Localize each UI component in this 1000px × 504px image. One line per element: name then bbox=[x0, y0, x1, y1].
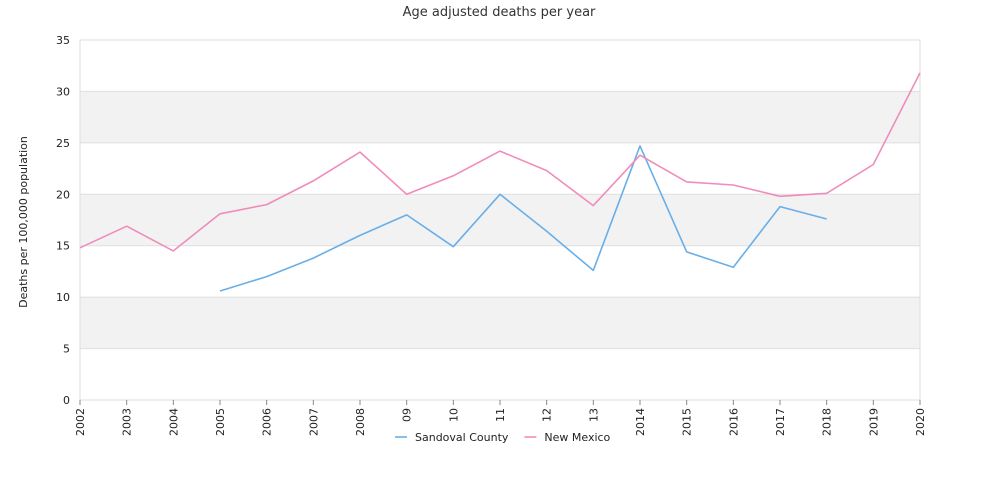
series-lines bbox=[79, 72, 921, 292]
legend-label: Sandoval County bbox=[415, 431, 509, 444]
x-tick-label: 2014 bbox=[634, 408, 647, 436]
legend: Sandoval County New Mexico bbox=[395, 431, 611, 444]
x-tick-label: 2003 bbox=[121, 408, 134, 436]
x-tick-label: 2020 bbox=[914, 408, 927, 436]
x-tick-label: 2018 bbox=[821, 408, 834, 436]
y-tick-label: 30 bbox=[56, 85, 70, 98]
x-tick-label: 2016 bbox=[727, 408, 740, 436]
x-tick-label: 2004 bbox=[167, 408, 180, 436]
y-tick-label: 20 bbox=[56, 188, 70, 201]
x-tick-label: 10 bbox=[447, 408, 460, 422]
y-tick-label: 15 bbox=[56, 240, 70, 253]
y-axis-label: Deaths per 100,000 population bbox=[17, 136, 30, 308]
y-tick-label: 0 bbox=[63, 394, 70, 407]
x-tick-label: 13 bbox=[587, 408, 600, 422]
x-tick-label: 2006 bbox=[261, 408, 274, 436]
x-tick-label: 2005 bbox=[214, 408, 227, 436]
x-tick-label: 2008 bbox=[354, 408, 367, 436]
grid-bands bbox=[80, 91, 920, 349]
x-axis: 2002 2003 2004 2005 2006 2007 2008 09 10 11 12 13 20… bbox=[74, 400, 927, 436]
legend-label: New Mexico bbox=[544, 431, 610, 444]
y-tick-label: 5 bbox=[63, 343, 70, 356]
series-line-new-mexico bbox=[79, 72, 921, 252]
y-tick-label: 25 bbox=[56, 137, 70, 150]
x-tick-label: 2002 bbox=[74, 408, 87, 436]
series-line-sandoval-county bbox=[219, 145, 827, 292]
x-tick-label: 11 bbox=[494, 408, 507, 422]
x-tick-label: 2017 bbox=[774, 408, 787, 436]
chart-title: Age adjusted deaths per year bbox=[403, 5, 596, 20]
y-tick-label: 35 bbox=[56, 34, 70, 47]
x-tick-label: 2019 bbox=[867, 408, 880, 436]
y-tick-label: 10 bbox=[56, 291, 70, 304]
x-tick-label: 2015 bbox=[681, 408, 694, 436]
x-tick-label: 12 bbox=[541, 408, 554, 422]
y-axis: 0 5 10 15 20 25 30 35 bbox=[56, 34, 70, 407]
grid-band bbox=[80, 297, 920, 349]
x-tick-label: 09 bbox=[401, 408, 414, 422]
grid-band bbox=[80, 194, 920, 246]
grid-band bbox=[80, 91, 920, 143]
x-tick-label: 2007 bbox=[307, 408, 320, 436]
